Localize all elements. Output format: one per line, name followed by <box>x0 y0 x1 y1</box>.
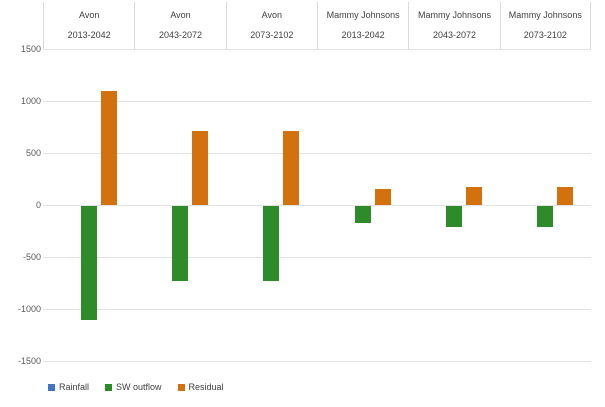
legend-swatch-sw-outflow <box>105 383 113 391</box>
y-axis-tick-label: 500 <box>25 148 41 158</box>
bar-sw-outflow <box>354 206 371 223</box>
legend-item: Residual <box>177 382 224 392</box>
category-site-label: Mammy Johnsons <box>508 10 582 21</box>
bar-sw-outflow <box>263 206 280 281</box>
y-axis-tick-label: 0 <box>35 200 41 210</box>
category-period-label: 2073-2102 <box>523 29 567 40</box>
gridline <box>43 361 591 362</box>
category-period-label: 2073-2102 <box>250 29 294 40</box>
legend-swatch-residual <box>177 383 185 391</box>
legend-label: Rainfall <box>59 382 90 392</box>
bar-residual <box>557 186 574 205</box>
y-axis-tick-label: -1000 <box>17 304 41 314</box>
gridline <box>43 49 591 50</box>
legend-item: SW outflow <box>105 382 162 392</box>
category-period-label: 2013-2042 <box>67 29 111 40</box>
y-axis-tick-label: -500 <box>22 252 41 262</box>
bar-residual <box>466 186 482 205</box>
y-axis-tick-label: -1500 <box>17 356 41 366</box>
category-header: Avon 2013-2042 <box>43 2 134 49</box>
bar-residual <box>192 130 208 205</box>
category-period-label: 2043-2072 <box>432 29 477 40</box>
category-header: Mammy Johnsons 2043-2072 <box>408 2 499 49</box>
y-axis-tick-label: 1500 <box>20 44 41 54</box>
gridline <box>43 309 591 310</box>
bar-residual <box>283 130 300 205</box>
bar-residual <box>100 90 117 205</box>
category-site-label: Avon <box>261 10 282 21</box>
gridline <box>43 205 591 206</box>
legend-label: Residual <box>188 382 224 392</box>
bar-sw-outflow <box>446 206 462 227</box>
y-axis-tick-label: 1000 <box>20 96 41 106</box>
category-header: Mammy Johnsons 2073-2102 <box>499 2 591 49</box>
bar-sw-outflow <box>172 206 188 281</box>
category-header: Mammy Johnsons 2013-2042 <box>317 2 408 49</box>
category-period-label: 2013-2042 <box>341 29 385 40</box>
legend-swatch-rainfall <box>48 383 55 391</box>
legend: Rainfall SW outflow Residual <box>48 380 224 394</box>
bar-sw-outflow <box>80 206 97 321</box>
category-site-label: Mammy Johnsons <box>326 10 400 21</box>
category-period-label: 2043-2072 <box>158 29 203 40</box>
category-site-label: Avon <box>170 10 191 21</box>
gridline <box>43 257 591 258</box>
category-header: Avon 2073-2102 <box>225 2 317 49</box>
category-site-label: Mammy Johnsons <box>417 10 491 21</box>
category-header: Avon 2043-2072 <box>134 2 225 49</box>
bar-sw-outflow <box>537 206 554 227</box>
gridline <box>43 101 591 102</box>
legend-item: Rainfall <box>48 382 89 392</box>
bar-residual <box>374 188 391 205</box>
category-site-label: Avon <box>78 10 100 21</box>
legend-label: SW outflow <box>116 382 162 392</box>
gridline <box>43 153 591 154</box>
